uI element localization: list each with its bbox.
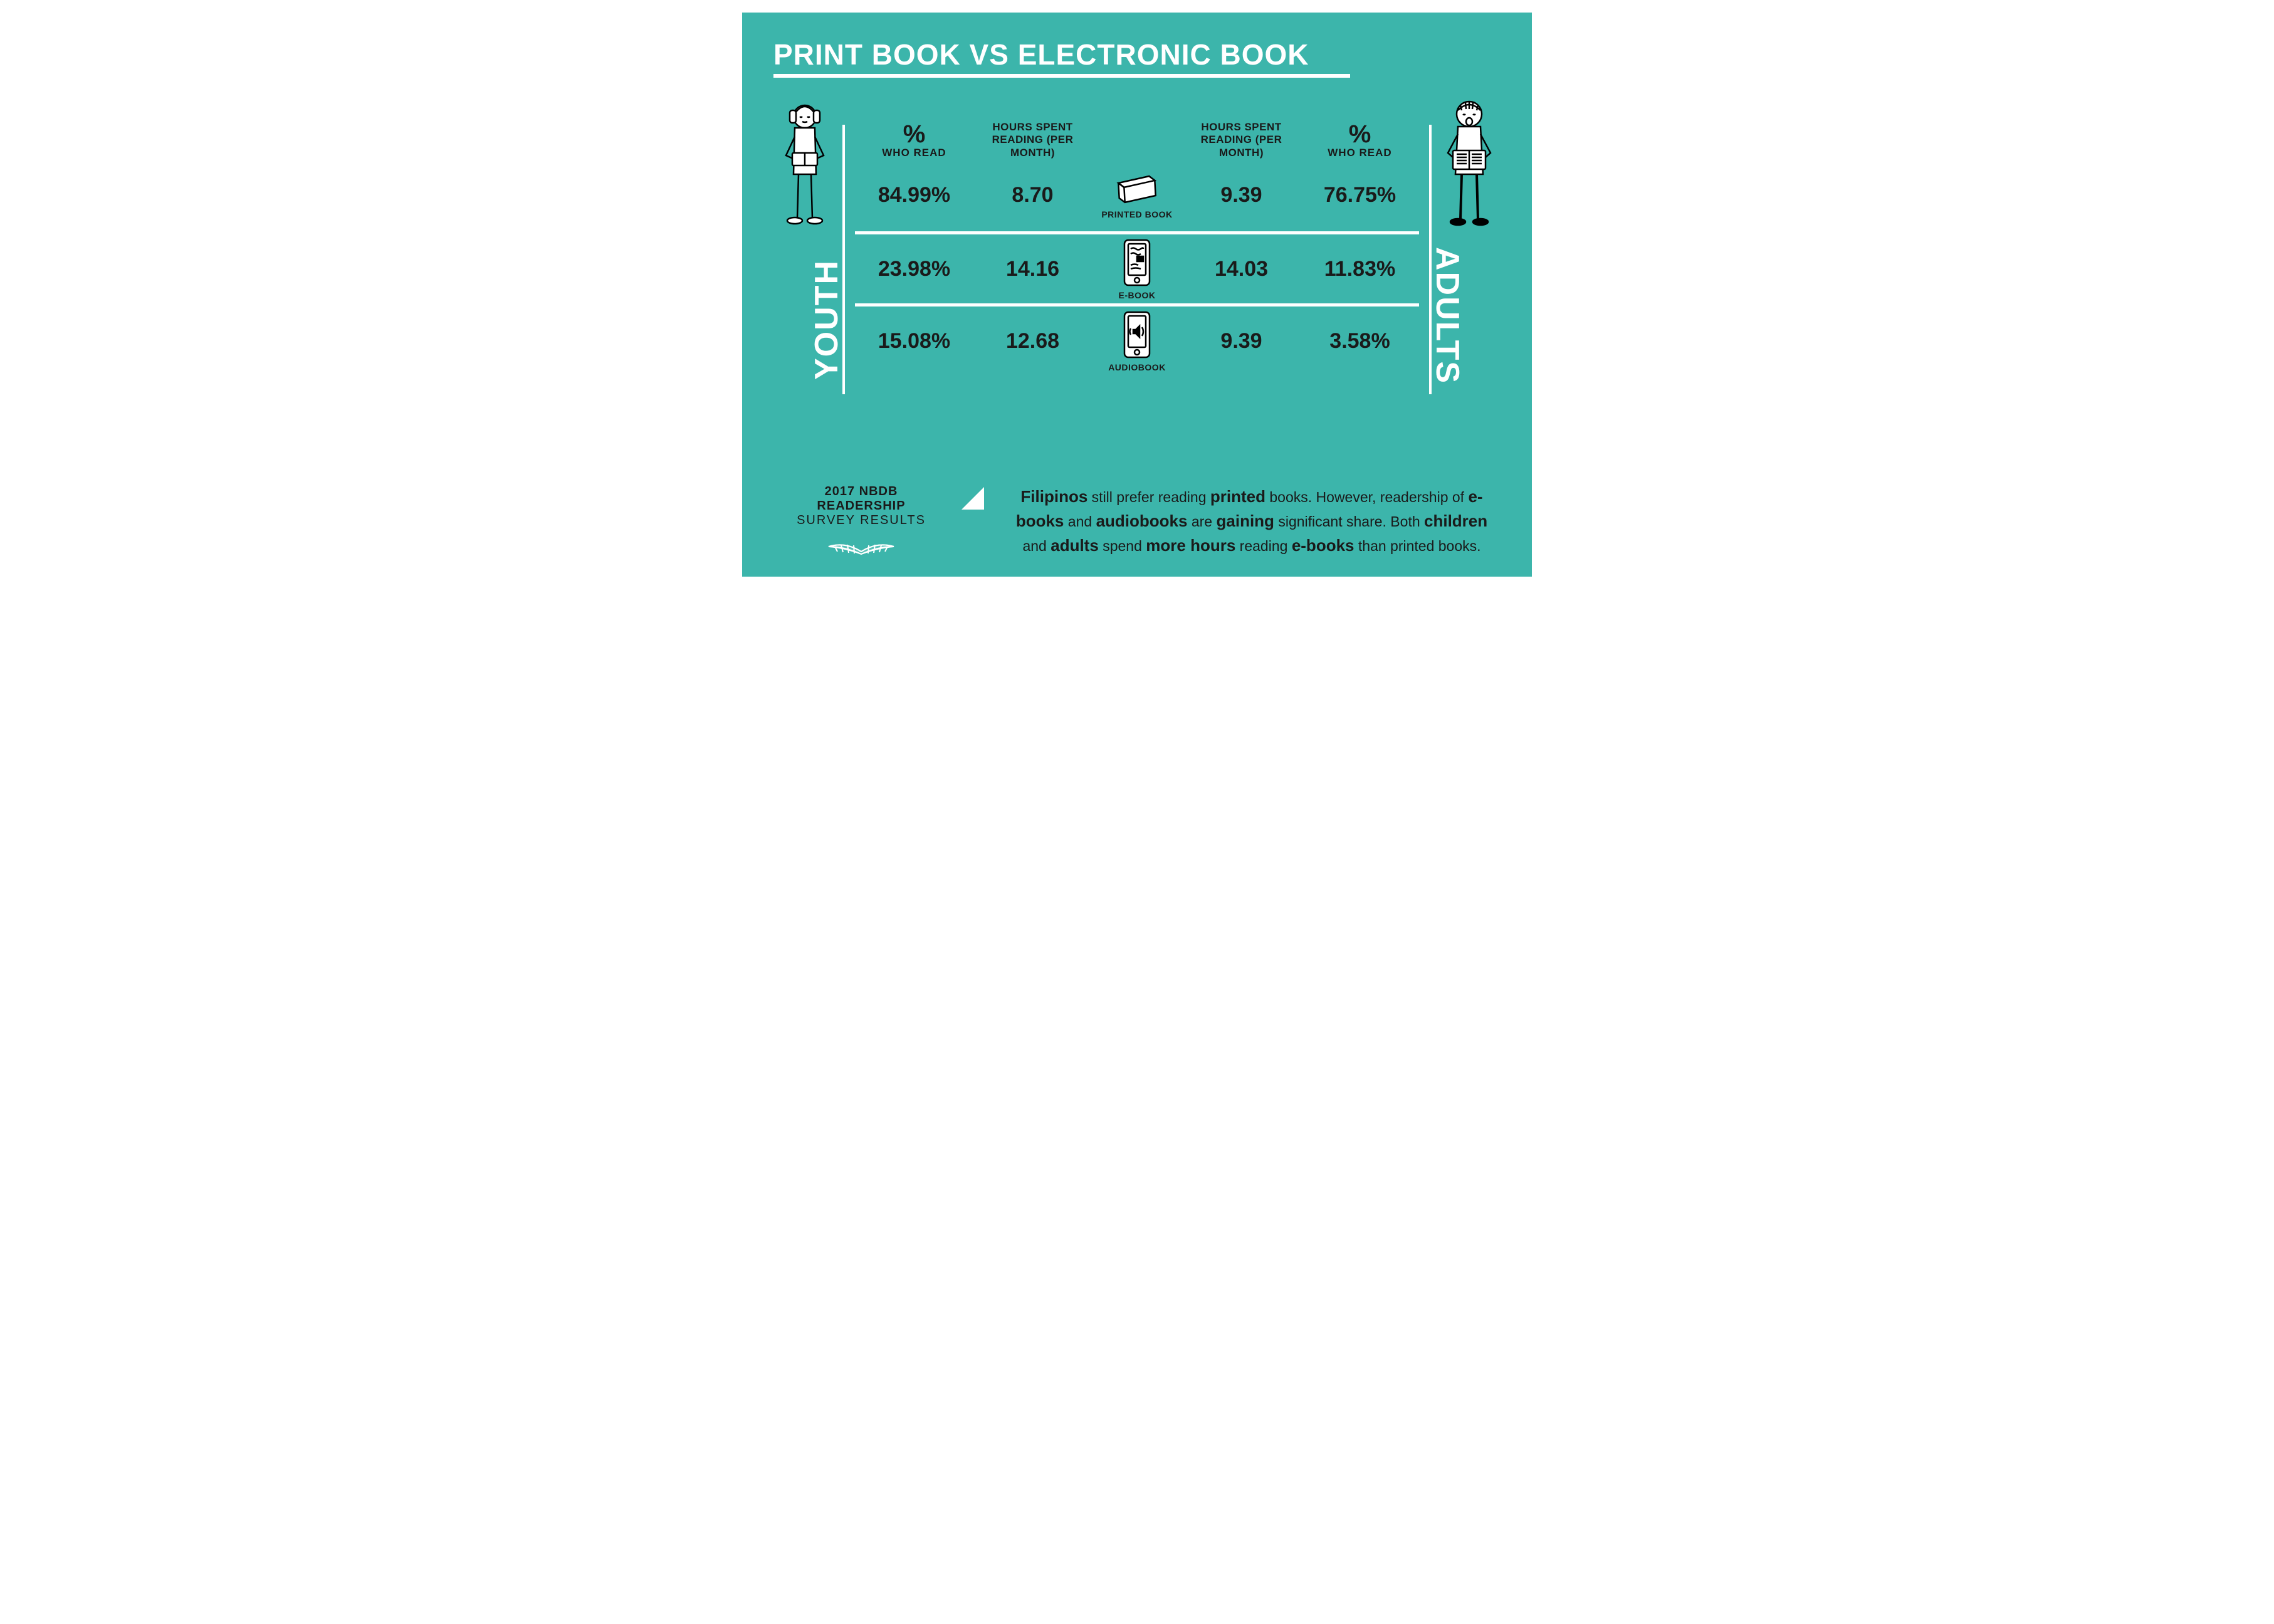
youth-hours: 14.16 (973, 257, 1092, 281)
open-book-icon (780, 533, 943, 558)
audiobook-icon (1118, 310, 1156, 360)
header-adult-hours: HOURS SPENT READING (PER MONTH) (1182, 121, 1301, 159)
adult-pct: 76.75% (1301, 183, 1419, 207)
pct-sub: WHO READ (1301, 147, 1419, 159)
pct-sub: WHO READ (855, 147, 973, 159)
adult-pct: 3.58% (1301, 329, 1419, 354)
source-line2: READERSHIP (780, 499, 943, 513)
youth-figure-icon (767, 93, 842, 234)
printed-book-icon (1112, 172, 1162, 207)
table-row: 23.98% 14.16 (855, 231, 1419, 303)
header-youth-pct: % WHO READ (855, 122, 973, 159)
youth-label: YOUTH (808, 259, 846, 380)
row-icon-cell: E-BOOK (1092, 238, 1182, 300)
youth-hours: 12.68 (973, 329, 1092, 354)
data-table: % WHO READ HOURS SPENT READING (PER MONT… (855, 97, 1419, 397)
summary-text: Filipinos still prefer reading printed b… (1003, 485, 1501, 558)
source-line3: SURVEY RESULTS (780, 513, 943, 528)
header-adult-pct: % WHO READ (1301, 122, 1419, 159)
icon-label: E-BOOK (1119, 290, 1156, 300)
youth-hours: 8.70 (973, 183, 1092, 207)
table-row: 15.08% 12.68 (855, 303, 1419, 375)
source-block: 2017 NBDB READERSHIP SURVEY RESULTS (780, 485, 943, 558)
source-line1: 2017 NBDB (780, 485, 943, 499)
icon-label: AUDIOBOOK (1108, 362, 1166, 372)
adult-hours: 9.39 (1182, 183, 1301, 207)
row-icon-cell: AUDIOBOOK (1092, 310, 1182, 372)
icon-label: PRINTED BOOK (1101, 209, 1172, 219)
adult-pct: 11.83% (1301, 257, 1419, 281)
content-area: YOUTH ADULTS % WHO READ HOURS SPENT READ… (773, 97, 1501, 422)
triangle-icon (961, 487, 984, 510)
youth-pct: 84.99% (855, 183, 973, 207)
youth-pct: 15.08% (855, 329, 973, 354)
row-icon-cell: PRINTED BOOK (1092, 172, 1182, 219)
youth-pct: 23.98% (855, 257, 973, 281)
pct-symbol: % (1301, 122, 1419, 147)
adult-hours: 9.39 (1182, 329, 1301, 354)
table-row: 84.99% 8.70 PRINTED BOOK (855, 159, 1419, 231)
adult-figure-icon (1432, 93, 1507, 234)
pct-symbol: % (855, 122, 973, 147)
header-youth-hours: HOURS SPENT READING (PER MONTH) (973, 121, 1092, 159)
footer: 2017 NBDB READERSHIP SURVEY RESULTS Fili… (780, 485, 1501, 558)
main-title: PRINT BOOK VS ELECTRONIC BOOK (773, 38, 1501, 71)
table-header-row: % WHO READ HOURS SPENT READING (PER MONT… (855, 97, 1419, 159)
adults-label: ADULTS (1428, 247, 1466, 384)
ebook-icon (1118, 238, 1156, 288)
infographic-canvas: PRINT BOOK VS ELECTRONIC BOOK (742, 13, 1532, 577)
adult-hours: 14.03 (1182, 257, 1301, 281)
title-underline (773, 74, 1350, 78)
